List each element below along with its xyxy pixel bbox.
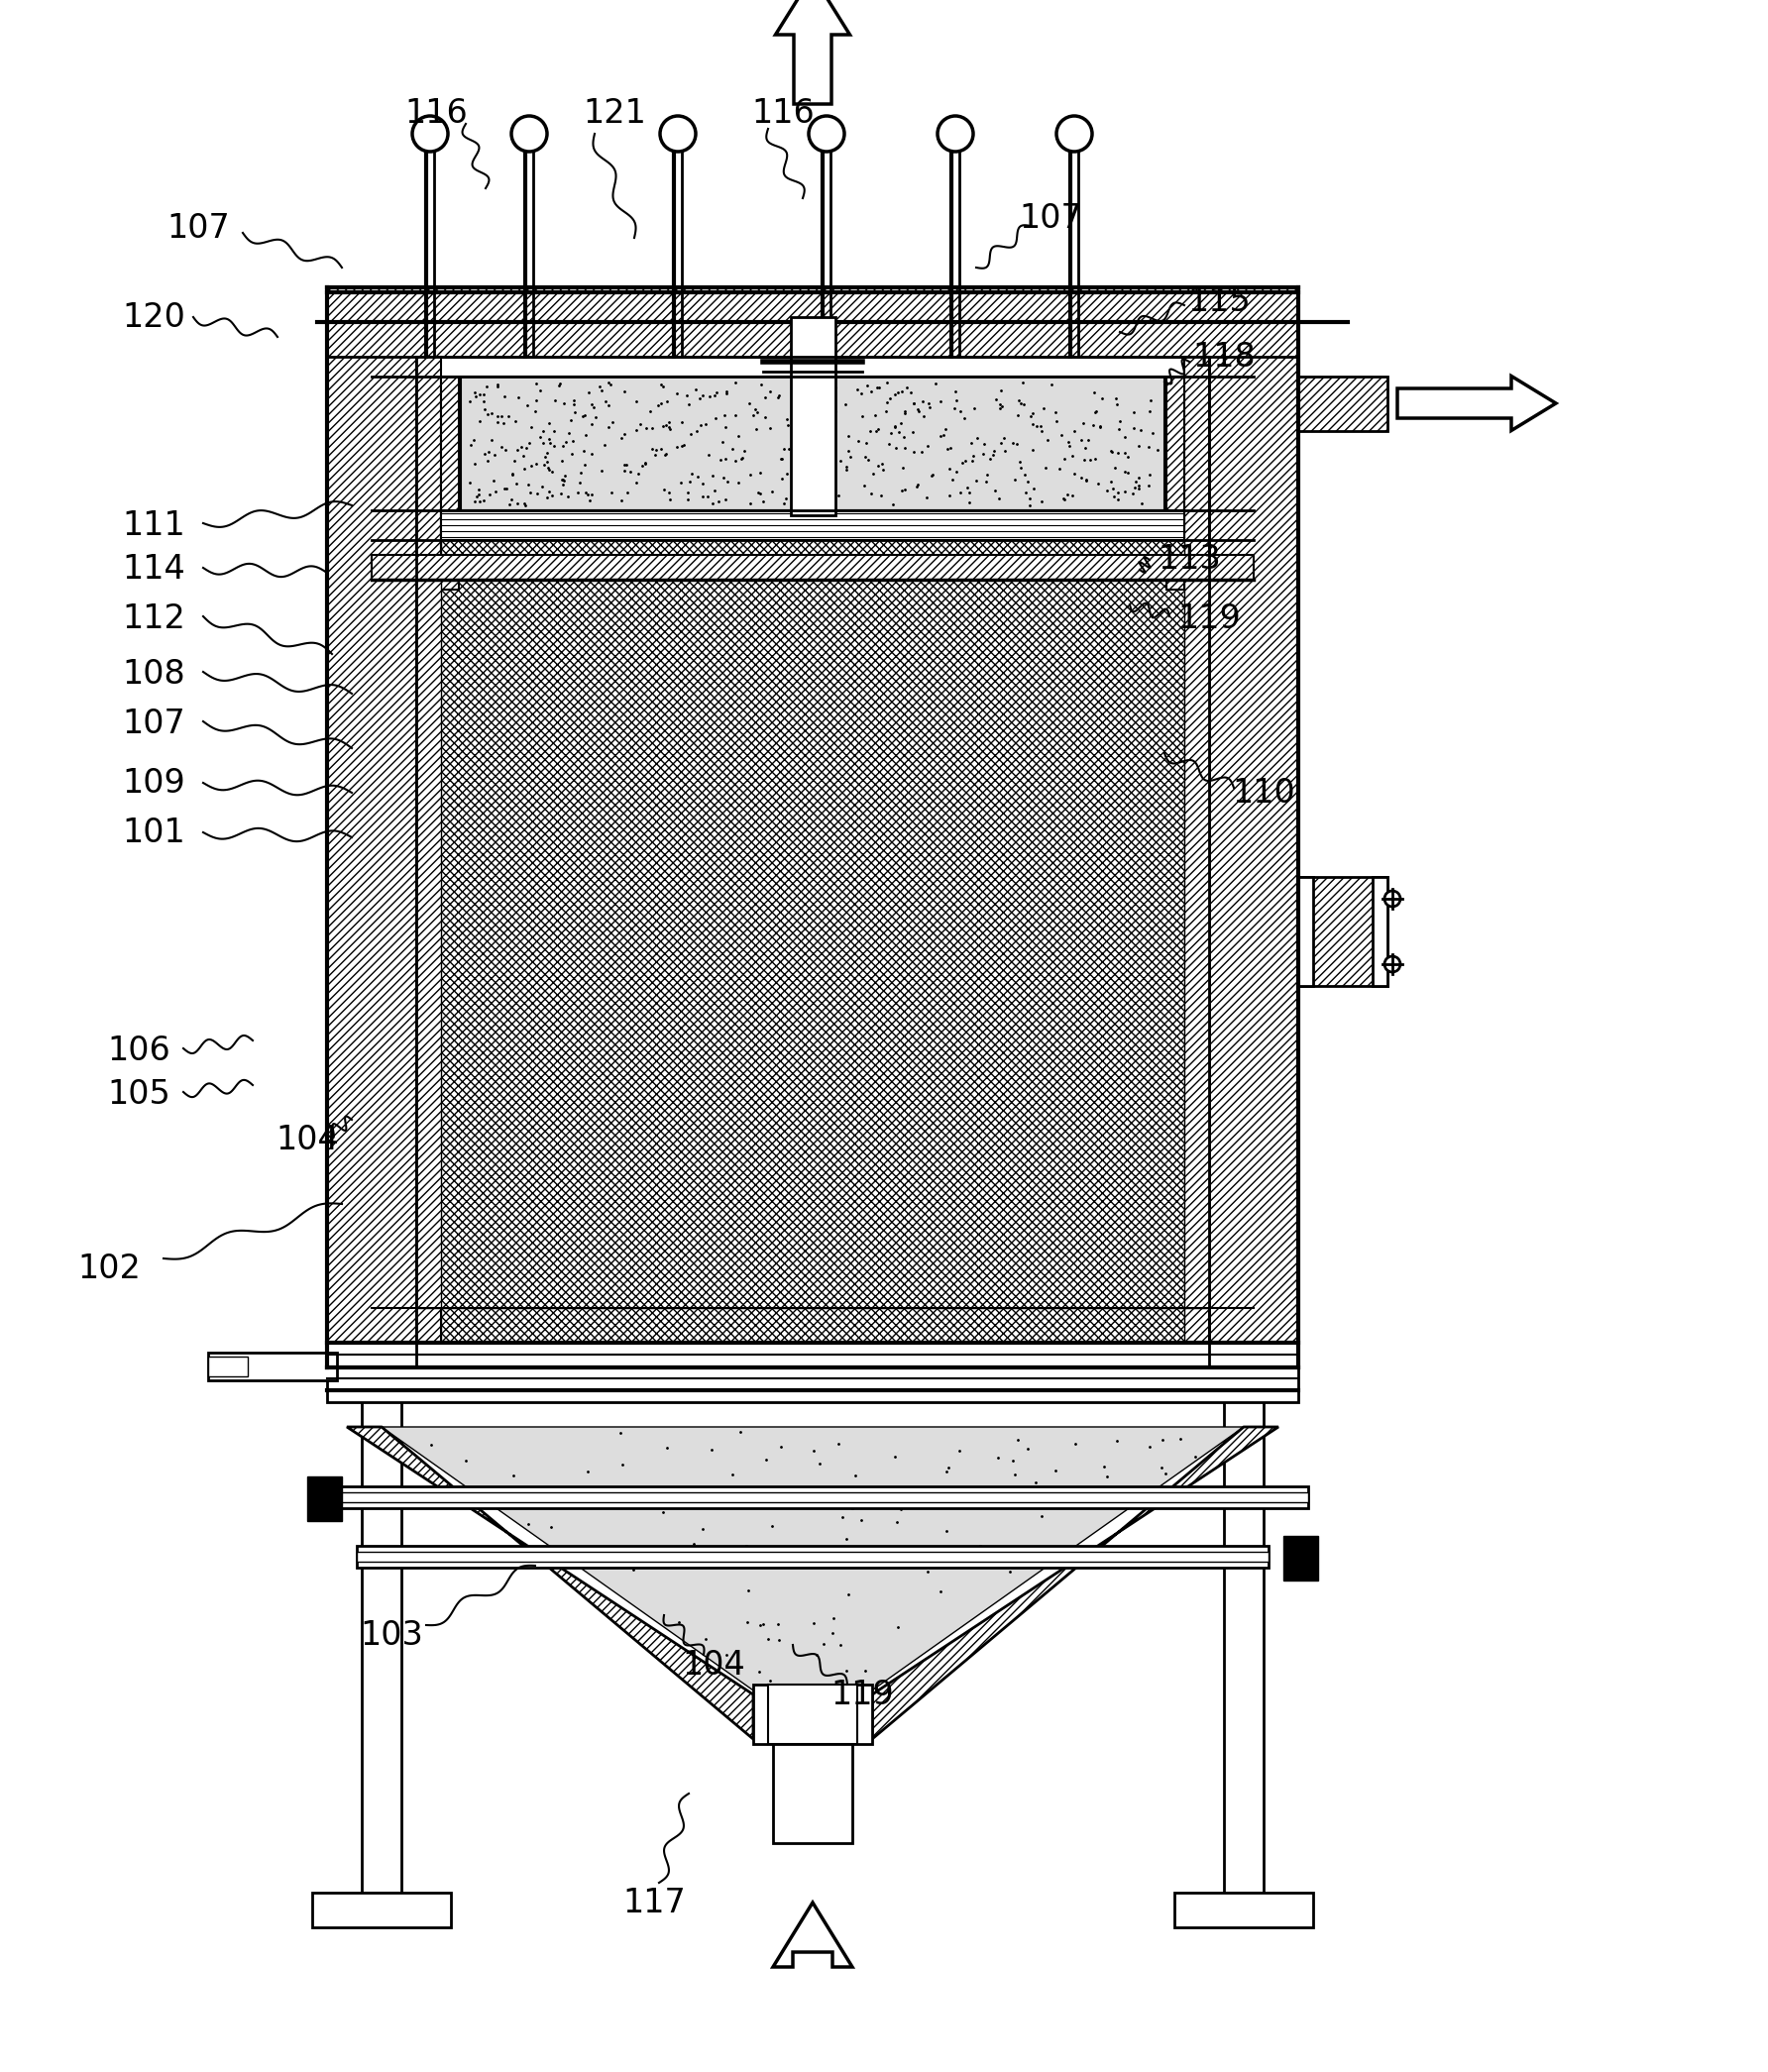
Polygon shape — [872, 1428, 1278, 1738]
Circle shape — [937, 116, 972, 151]
Bar — [327, 1343, 1298, 1403]
FancyArrow shape — [773, 1902, 852, 1966]
Bar — [415, 580, 440, 1307]
Text: 118: 118 — [1192, 340, 1255, 373]
Bar — [440, 510, 1185, 541]
Text: 117: 117 — [622, 1886, 686, 1919]
Text: 111: 111 — [122, 510, 186, 541]
Bar — [316, 1486, 1308, 1508]
Bar — [773, 1745, 852, 1844]
Bar — [357, 1546, 1268, 1569]
Circle shape — [1384, 891, 1400, 908]
Text: 109: 109 — [122, 767, 186, 800]
Circle shape — [412, 116, 447, 151]
Text: 116: 116 — [405, 97, 469, 131]
Text: 108: 108 — [122, 657, 186, 690]
Bar — [316, 1492, 1308, 1502]
Bar — [308, 1477, 341, 1521]
Text: 119: 119 — [1177, 603, 1241, 636]
Bar — [440, 1307, 1185, 1343]
Text: 106: 106 — [108, 1034, 170, 1067]
FancyArrow shape — [1397, 375, 1556, 431]
Text: 115: 115 — [1188, 286, 1250, 319]
Bar — [1298, 377, 1388, 431]
Text: 105: 105 — [108, 1080, 170, 1111]
Text: 104: 104 — [276, 1123, 339, 1156]
Text: 113: 113 — [1158, 543, 1222, 576]
Bar — [357, 1552, 1268, 1562]
Bar — [1185, 356, 1209, 1368]
Text: 120: 120 — [122, 300, 186, 334]
Text: 107: 107 — [1018, 201, 1082, 234]
Text: 110: 110 — [1232, 777, 1296, 808]
Bar — [440, 377, 460, 591]
Bar — [1167, 377, 1185, 591]
Bar — [415, 356, 440, 1368]
Bar — [1298, 876, 1314, 986]
Bar — [1174, 1892, 1314, 1927]
Circle shape — [659, 116, 695, 151]
Polygon shape — [347, 1428, 753, 1738]
Text: 119: 119 — [831, 1678, 895, 1711]
Bar — [1284, 1535, 1319, 1581]
Text: 107: 107 — [122, 707, 186, 740]
Circle shape — [511, 116, 546, 151]
Bar — [1298, 876, 1388, 986]
Bar — [767, 1685, 857, 1745]
Bar — [440, 580, 1185, 1307]
Bar — [790, 317, 836, 516]
Text: 116: 116 — [751, 97, 815, 131]
Circle shape — [1384, 957, 1400, 972]
Bar — [461, 377, 1165, 510]
FancyArrow shape — [776, 0, 850, 104]
Circle shape — [1057, 116, 1093, 151]
Text: 103: 103 — [361, 1618, 423, 1651]
Bar — [1372, 876, 1388, 986]
Bar — [313, 1892, 451, 1927]
Bar — [1223, 1388, 1264, 1892]
Bar — [209, 1353, 338, 1380]
Text: 101: 101 — [122, 816, 186, 850]
Bar — [1209, 288, 1298, 1368]
Bar — [1185, 580, 1209, 1307]
Bar — [209, 1357, 248, 1376]
Circle shape — [808, 116, 845, 151]
Bar — [753, 1685, 872, 1745]
Bar — [362, 1388, 401, 1892]
Bar — [440, 541, 1185, 555]
Text: 121: 121 — [583, 97, 645, 131]
Text: 102: 102 — [78, 1251, 141, 1285]
Text: 112: 112 — [122, 603, 186, 636]
Text: 104: 104 — [682, 1649, 744, 1680]
Bar — [371, 555, 1254, 580]
Text: 114: 114 — [122, 553, 186, 586]
Bar — [327, 288, 415, 1368]
Polygon shape — [382, 1428, 1243, 1705]
Bar — [327, 288, 1298, 356]
Text: 107: 107 — [166, 211, 230, 244]
